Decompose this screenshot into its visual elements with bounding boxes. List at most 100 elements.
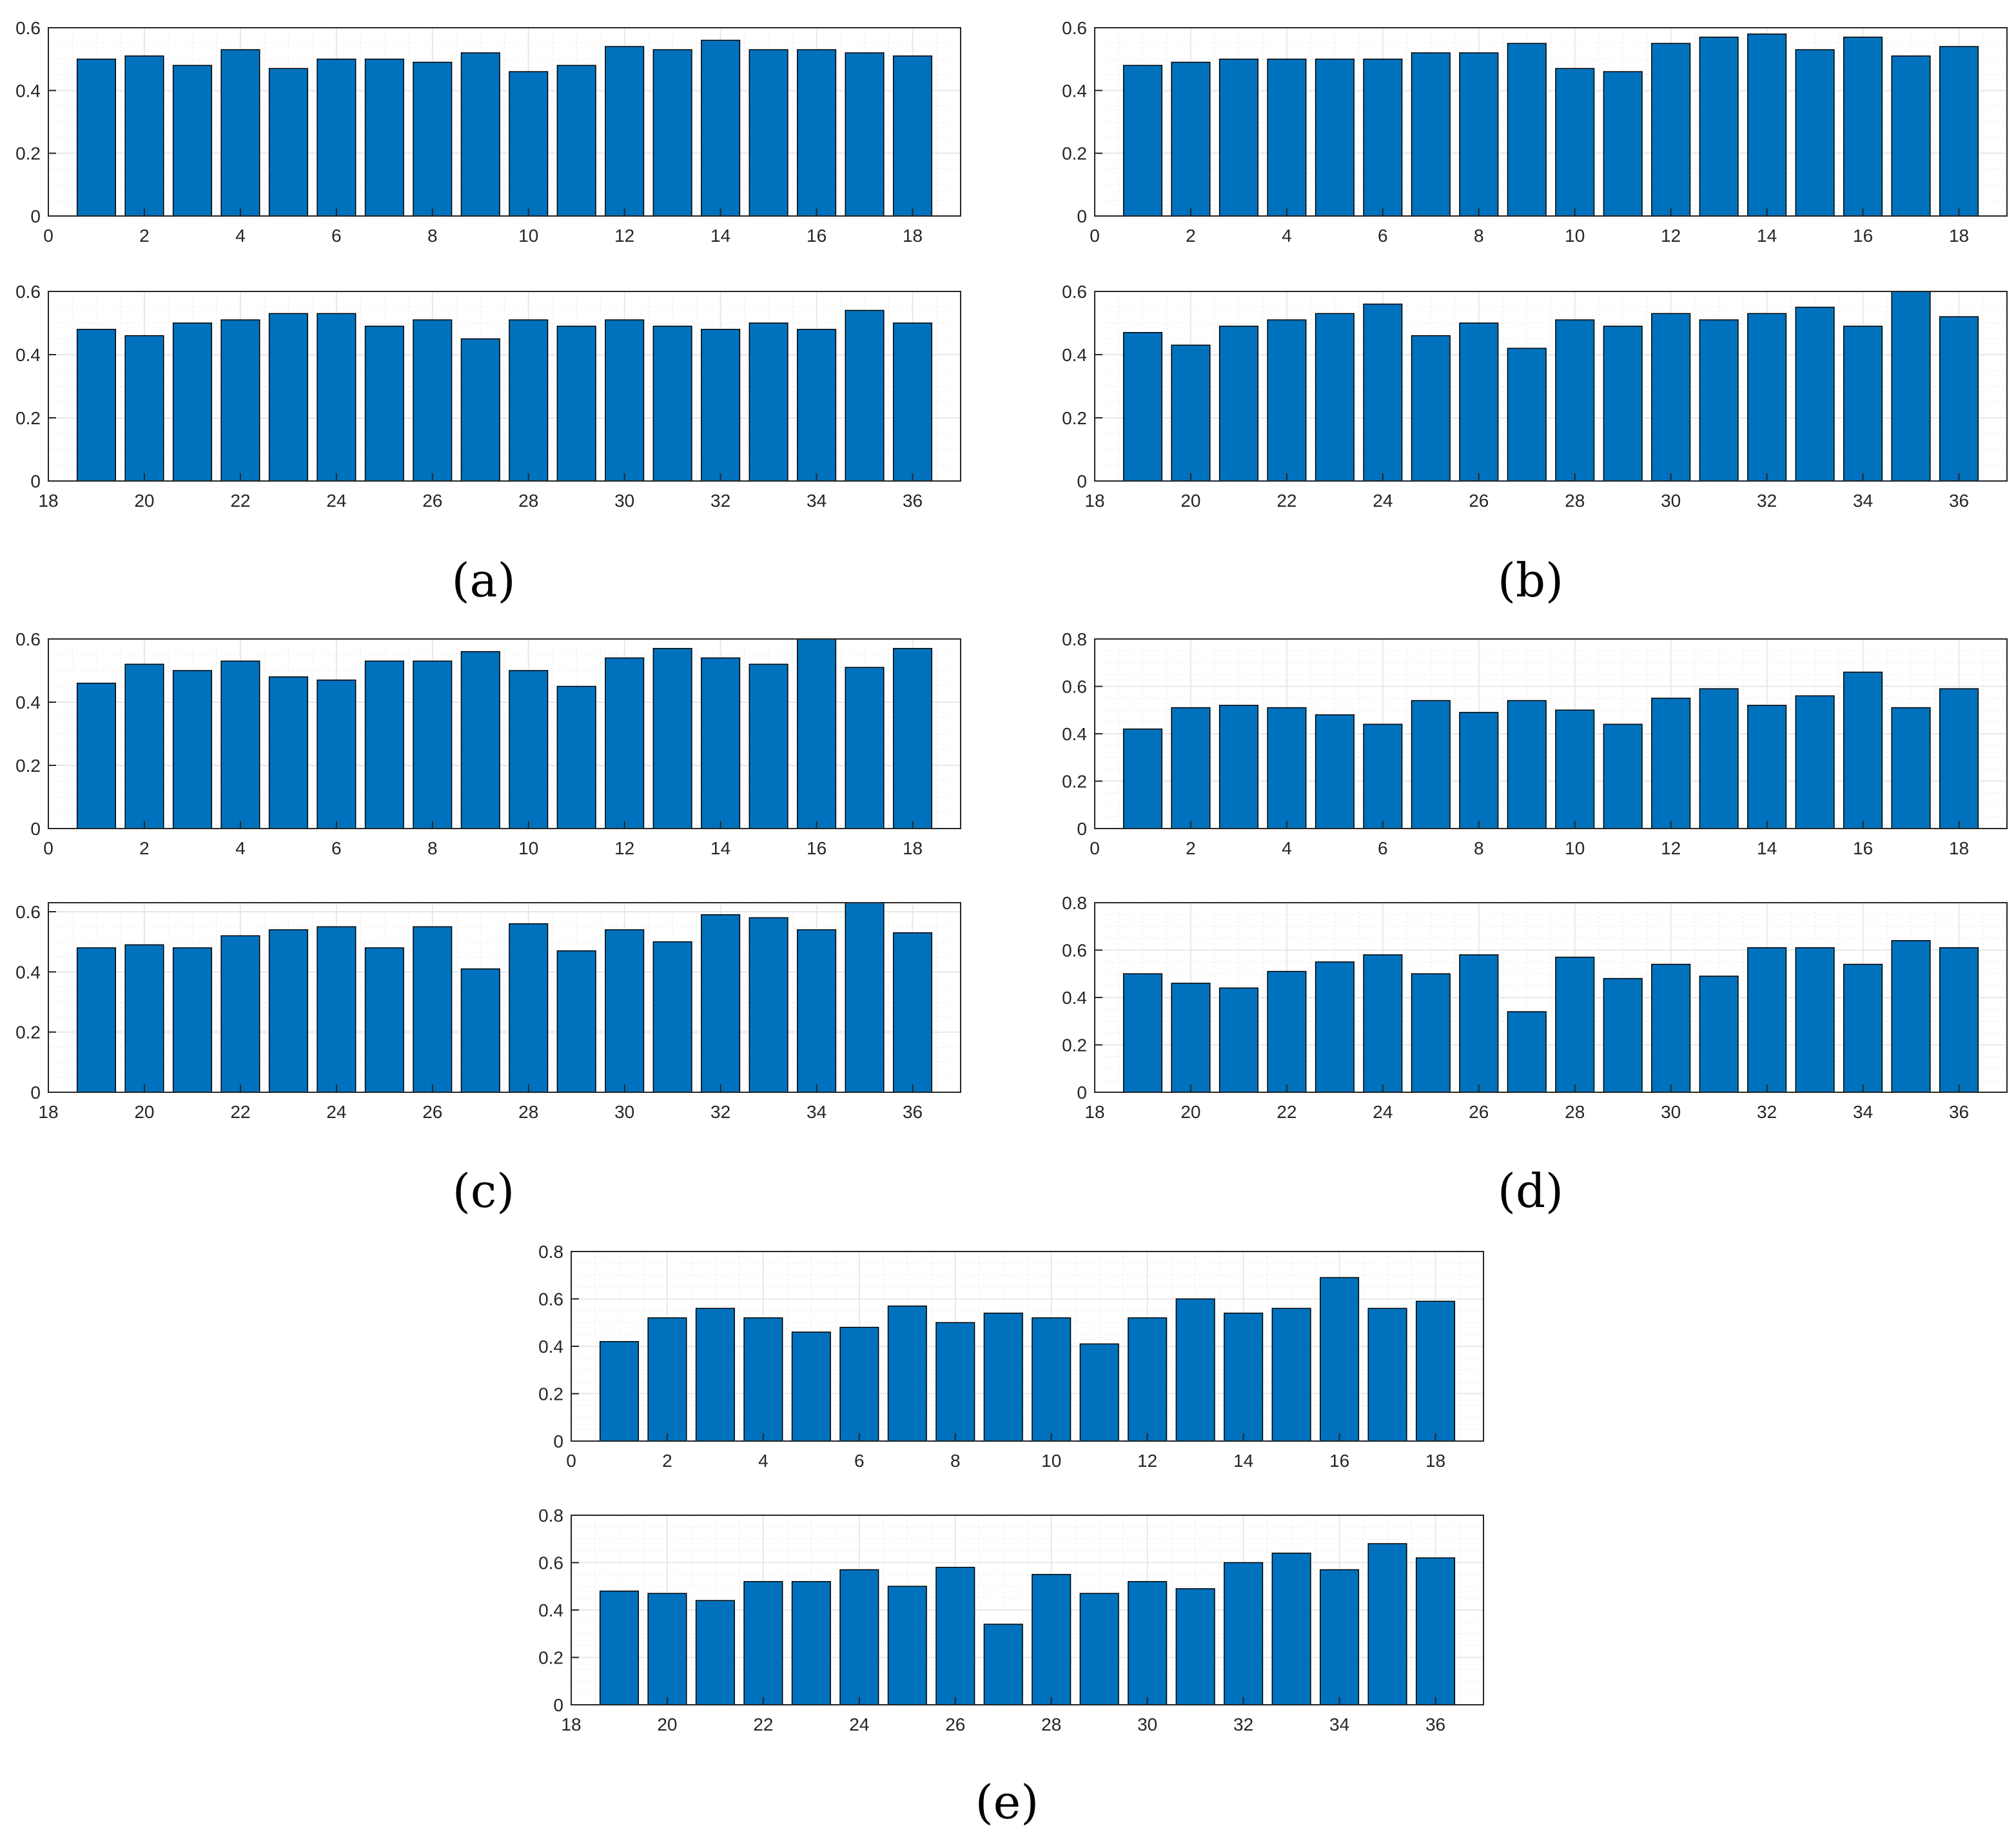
- panel-c-top-bar-9: [460, 651, 500, 829]
- panel-b-top-ytick-label-0.6: 0.6: [1062, 18, 1087, 38]
- panel-d-top-xtick-label-8: 8: [1474, 838, 1484, 858]
- panel-a-top-xtick-label-14: 14: [710, 226, 730, 246]
- panel-e-top-bar-16: [1320, 1277, 1360, 1442]
- panel-d-bottom-ytick-label-0.8: 0.8: [1062, 893, 1087, 913]
- panel-c-bottom-ytick-label-0.6: 0.6: [15, 902, 41, 922]
- panel-c-top-xtick-label-18: 18: [903, 838, 923, 858]
- panel-c-top-bar-1: [76, 682, 117, 829]
- panel-a-bottom-bar-19: [76, 329, 117, 482]
- panel-d-top-xtick-label-6: 6: [1378, 838, 1388, 858]
- panel-d-bottom-ytick-label-0.4: 0.4: [1062, 988, 1087, 1008]
- panel-a-top-bar-11: [556, 64, 596, 217]
- panel-a-subplot-bottom: 18 20 22 24 26 28 30 32 34 36 0 0.2 0.4 0.6: [15, 282, 961, 511]
- panel-e-bottom-bar-25: [887, 1586, 927, 1705]
- panel-c-top-xtick-label-6: 6: [331, 838, 342, 858]
- panel-e-top-xtick-label-10: 10: [1041, 1451, 1061, 1471]
- panel-d-bottom-bar-34: [1843, 963, 1883, 1093]
- panel-b-top-bar-13: [1699, 36, 1739, 217]
- panel-e-top-bar-15: [1271, 1308, 1311, 1442]
- panel-a-bottom-bar-35: [845, 309, 885, 482]
- panel-e-bottom-bar-30: [1128, 1581, 1168, 1705]
- panel-e-top-bar-7: [887, 1305, 927, 1442]
- panel-d-top-xtick-label-4: 4: [1282, 838, 1292, 858]
- panel-c-bottom-bar-28: [509, 923, 549, 1093]
- panel-a-bottom-bar-32: [701, 329, 741, 482]
- panel-c-top-xtick-label-8: 8: [427, 838, 438, 858]
- panel-d-top-bar-9: [1507, 700, 1547, 829]
- panel-c-bottom-bar-25: [364, 947, 404, 1093]
- panel-e-top-ytick-label-0.8: 0.8: [538, 1242, 563, 1262]
- panel-d-bottom-xtick-label-32: 32: [1757, 1102, 1777, 1122]
- panel-b-top-bar-7: [1411, 52, 1451, 217]
- panel-a-bottom-xtick-label-22: 22: [230, 491, 250, 511]
- panel-b-top-bar-12: [1651, 43, 1691, 217]
- panel-d-bottom-bar-20: [1171, 983, 1211, 1093]
- panel-e-bottom-bar-36: [1415, 1557, 1456, 1705]
- panel-d-top-bar-3: [1218, 705, 1258, 829]
- panel-c-bottom-xtick-label-36: 36: [903, 1102, 923, 1122]
- panel-e-bottom-ytick-label-0: 0: [553, 1695, 563, 1715]
- panel-e-bottom-ytick-label-0.4: 0.4: [538, 1600, 563, 1620]
- panel-d-bottom-ytick-label-0.6: 0.6: [1062, 941, 1087, 961]
- panel-a-top-bar-17: [845, 52, 885, 217]
- panel-e-bottom-xtick-label-22: 22: [753, 1714, 773, 1734]
- panel-e-top-bar-1: [599, 1340, 640, 1442]
- panel-d-top-xtick-label-18: 18: [1949, 838, 1969, 858]
- panel-e-bottom-bar-32: [1224, 1562, 1264, 1705]
- panel-b-top-xtick-label-10: 10: [1565, 226, 1585, 246]
- panel-c-bottom-bar-23: [268, 929, 308, 1093]
- panel-e-top-bar-17: [1367, 1308, 1407, 1442]
- panel-d-top-ytick-label-0.2: 0.2: [1062, 772, 1087, 792]
- panel-b-bottom-bar-20: [1171, 344, 1211, 482]
- panel-d-bottom-xtick-label-26: 26: [1469, 1102, 1489, 1122]
- panel-d-bottom-xtick-label-30: 30: [1661, 1102, 1681, 1122]
- panel-d-top-bar-16: [1843, 671, 1883, 829]
- panel-b-top-xtick-label-8: 8: [1474, 226, 1484, 246]
- panel-d-bottom-bar-27: [1507, 1011, 1547, 1093]
- panel-d-top-ytick-label-0.6: 0.6: [1062, 677, 1087, 697]
- panel-b-bottom-bar-21: [1218, 326, 1258, 482]
- panel-d-top-bar-8: [1459, 712, 1499, 829]
- panel-e-bottom-xtick-label-32: 32: [1233, 1714, 1253, 1734]
- panel-e-bottom-bar-33: [1271, 1553, 1311, 1705]
- panel-e-top-ytick-label-0: 0: [553, 1431, 563, 1451]
- panel-b-bottom-ytick-label-0: 0: [1077, 471, 1087, 491]
- panel-d-bottom-bar-36: [1939, 947, 1979, 1093]
- panel-c-bottom-bar-21: [172, 947, 212, 1093]
- panel-b-bottom-xtick-label-34: 34: [1853, 491, 1873, 511]
- panel-e-bottom-xtick-label-30: 30: [1137, 1714, 1157, 1734]
- panel-b-bottom-xtick-label-32: 32: [1757, 491, 1777, 511]
- panel-a-top-xtick-label-18: 18: [903, 226, 923, 246]
- panel-e-bottom-xtick-label-36: 36: [1425, 1714, 1445, 1734]
- panel-e-bottom-bar-34: [1320, 1569, 1360, 1705]
- panel-a-bottom-ytick-label-0.2: 0.2: [15, 408, 41, 428]
- panel-d-bottom-xtick-label-20: 20: [1180, 1102, 1200, 1122]
- panel-e-top-xtick-label-6: 6: [854, 1451, 865, 1471]
- panel-a-top-bar-3: [172, 64, 212, 217]
- panel-c-top-bar-11: [556, 685, 596, 829]
- panel-b-top-xtick-label-2: 2: [1186, 226, 1196, 246]
- panel-a-bottom-bar-29: [556, 326, 596, 482]
- panel-d-bottom-xtick-label-18: 18: [1084, 1102, 1104, 1122]
- panel-b-top-bar-3: [1218, 58, 1258, 217]
- panel-c-top-xtick-label-4: 4: [235, 838, 246, 858]
- panel-a-bottom-xtick-label-36: 36: [903, 491, 923, 511]
- panel-d-top-xtick-label-0: 0: [1090, 838, 1100, 858]
- panel-a-top-xtick-label-8: 8: [427, 226, 438, 246]
- panel-b-top-axes-box: [1094, 27, 2008, 217]
- panel-a-top-bar-1: [76, 58, 117, 217]
- panel-b-subplot-bottom: 18 20 22 24 26 28 30 32 34 36 0 0.2 0.4 0.6: [1062, 282, 2008, 511]
- panel-b-bottom-bar-23: [1315, 313, 1355, 482]
- panel-e-bottom-ytick-label-0.2: 0.2: [538, 1648, 563, 1668]
- panel-b-top-bar-10: [1555, 68, 1595, 217]
- panel-c-bottom-bar-19: [76, 947, 117, 1093]
- panel-a-bottom-xtick-label-24: 24: [326, 491, 346, 511]
- panel-b-bottom-bar-34: [1843, 326, 1883, 482]
- panel-e-top-bar-10: [1032, 1317, 1072, 1442]
- panel-a-bottom-bar-28: [509, 319, 549, 482]
- panel-b-bottom-bar-35: [1891, 291, 1931, 482]
- panel-d-bottom-bar-29: [1603, 977, 1643, 1093]
- panel-d-top-xtick-label-2: 2: [1186, 838, 1196, 858]
